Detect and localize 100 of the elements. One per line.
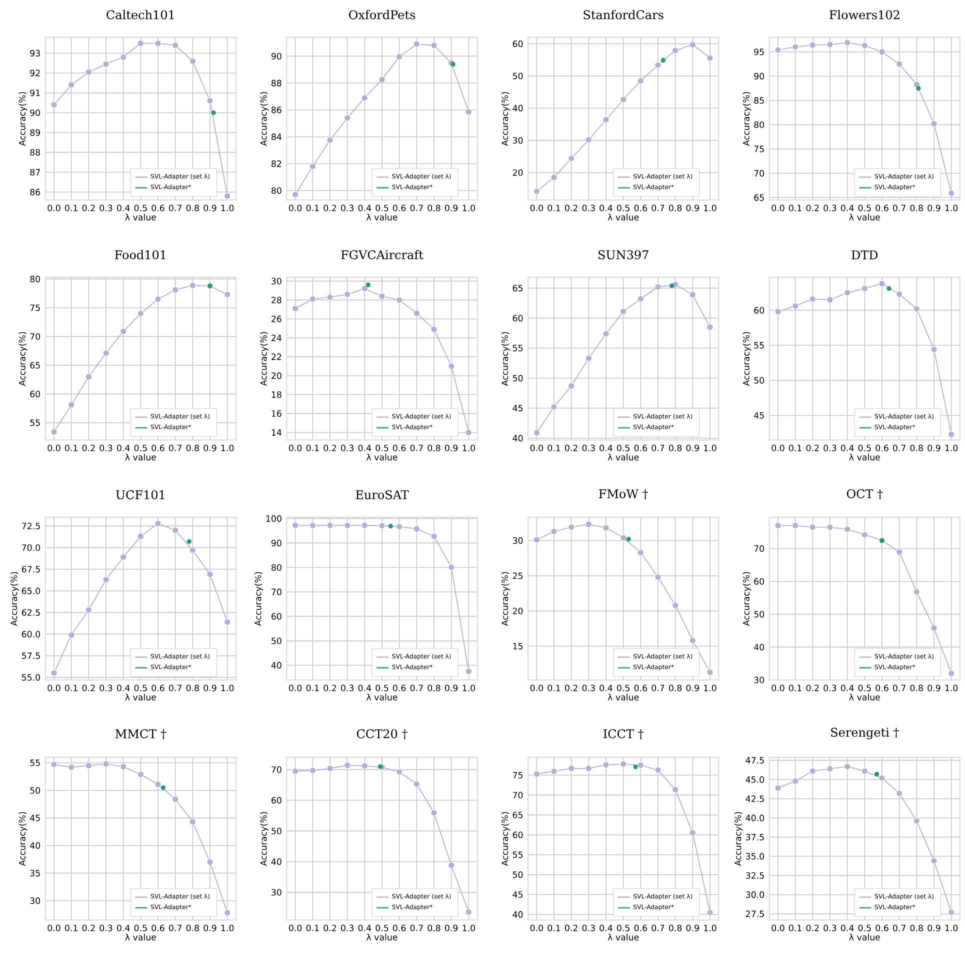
x-tick-label: 0.0 xyxy=(530,924,543,932)
y-tick-label: 45 xyxy=(30,814,40,822)
x-tick-label: 1.0 xyxy=(221,204,234,212)
x-tick-label: 0.2 xyxy=(565,924,578,932)
point xyxy=(706,324,714,330)
point xyxy=(85,606,92,614)
x-tick-label: 0.4 xyxy=(841,924,854,932)
point xyxy=(68,82,75,88)
point xyxy=(689,637,696,644)
chart-title: ICCT † xyxy=(604,729,644,740)
point xyxy=(896,790,903,797)
chart-title: DTD xyxy=(852,250,878,260)
y-tick-label: 45 xyxy=(754,412,764,419)
point xyxy=(913,588,920,596)
x-tick-label: 1.0 xyxy=(704,444,716,452)
x-tick-label: 0.5 xyxy=(617,684,630,692)
x-tick-label: 0.3 xyxy=(100,204,112,212)
point xyxy=(672,786,679,793)
x-tick-label: 0.7 xyxy=(652,204,664,212)
point xyxy=(774,784,782,792)
x-tick-label: 0.4 xyxy=(358,444,372,452)
y-tick-label: 62.5 xyxy=(22,609,40,616)
x-axis-title: λ value xyxy=(366,694,398,700)
y-tick-label: 70 xyxy=(272,766,282,773)
point xyxy=(774,308,782,316)
x-tick-label: 0.4 xyxy=(841,684,854,692)
y-axis-title: Accuracy(%) xyxy=(18,92,28,146)
x-tick-label: 0.4 xyxy=(358,204,372,212)
point xyxy=(792,302,799,310)
point xyxy=(172,526,179,534)
x-tick-label: 0.3 xyxy=(100,684,112,692)
x-tick-label: 0.8 xyxy=(428,924,440,932)
point xyxy=(361,285,368,292)
x-tick-label: 0.6 xyxy=(634,204,647,212)
x-tick-label: 0.5 xyxy=(376,204,388,212)
y-tick-label: 47.5 xyxy=(746,757,764,764)
y-tick-label: 60 xyxy=(272,613,282,620)
x-tick-label: 0.2 xyxy=(82,684,95,692)
x-tick-label: 1.0 xyxy=(945,924,958,932)
point xyxy=(550,174,558,181)
point xyxy=(913,818,920,824)
y-tick-label: 30.0 xyxy=(746,891,764,898)
y-tick-label: 35 xyxy=(30,870,40,876)
point xyxy=(50,101,58,108)
point xyxy=(450,62,456,67)
x-tick-label: 0.5 xyxy=(858,204,871,212)
x-tick-label: 1.0 xyxy=(704,684,716,692)
x-tick-label: 0.1 xyxy=(306,444,319,452)
point xyxy=(533,188,540,195)
point xyxy=(50,761,58,768)
point xyxy=(585,521,592,528)
y-tick-label: 37.5 xyxy=(746,834,764,840)
y-tick-label: 90 xyxy=(271,540,282,546)
x-tick-label: 0.2 xyxy=(324,444,336,452)
x-tick-label: 1.0 xyxy=(704,924,716,932)
y-tick-label: 93 xyxy=(30,50,40,56)
x-tick-label: 1.0 xyxy=(462,444,475,452)
point xyxy=(620,308,627,315)
y-tick-label: 75 xyxy=(30,304,40,312)
chart-title: CCT20 † xyxy=(356,729,408,740)
y-tick-label: 55 xyxy=(754,342,764,349)
x-tick-label: 0.1 xyxy=(306,204,319,212)
x-tick-label: 0.9 xyxy=(686,684,699,692)
y-tick-label: 32.5 xyxy=(746,872,764,879)
y-tick-label: 30 xyxy=(512,537,523,544)
point xyxy=(378,292,386,300)
x-tick-label: 0.2 xyxy=(565,204,578,212)
x-tick-label: 0.1 xyxy=(789,684,802,692)
y-tick-label: 55 xyxy=(512,852,523,858)
x-tick-label: 0.3 xyxy=(582,924,595,932)
point xyxy=(102,576,110,583)
y-tick-label: 60.0 xyxy=(22,630,40,638)
chart-title: Serengeti † xyxy=(831,728,899,740)
x-tick-label: 0.8 xyxy=(910,924,923,932)
y-tick-label: 75 xyxy=(754,146,764,152)
chart-title: FGVCAircraft xyxy=(341,250,424,260)
x-tick-label: 0.0 xyxy=(48,444,60,452)
point xyxy=(186,539,192,544)
x-tick-label: 0.5 xyxy=(134,924,147,932)
point xyxy=(568,382,575,390)
point xyxy=(809,768,816,774)
x-tick-label: 0.1 xyxy=(789,204,802,212)
x-tick-label: 0.5 xyxy=(134,444,147,452)
y-axis-title: Accuracy(%) xyxy=(501,92,510,146)
x-axis-title: λ value xyxy=(125,694,156,700)
y-tick-label: 80 xyxy=(272,187,282,194)
y-tick-label: 65.0 xyxy=(22,588,40,594)
x-tick-label: 0.6 xyxy=(393,204,406,212)
y-tick-label: 25 xyxy=(512,572,523,580)
x-tick-label: 0.4 xyxy=(600,204,612,212)
y-tick-label: 40 xyxy=(512,104,523,112)
x-tick-label: 0.6 xyxy=(393,444,406,452)
point xyxy=(361,762,368,770)
y-tick-label: 85 xyxy=(754,97,764,104)
y-tick-label: 18 xyxy=(272,391,282,398)
y-tick-label: 86 xyxy=(30,188,40,196)
x-tick-label: 0.6 xyxy=(876,684,888,692)
x-tick-label: 0.6 xyxy=(152,924,164,932)
y-tick-label: 89 xyxy=(30,129,40,136)
y-axis-title: Accuracy(%) xyxy=(18,332,28,386)
